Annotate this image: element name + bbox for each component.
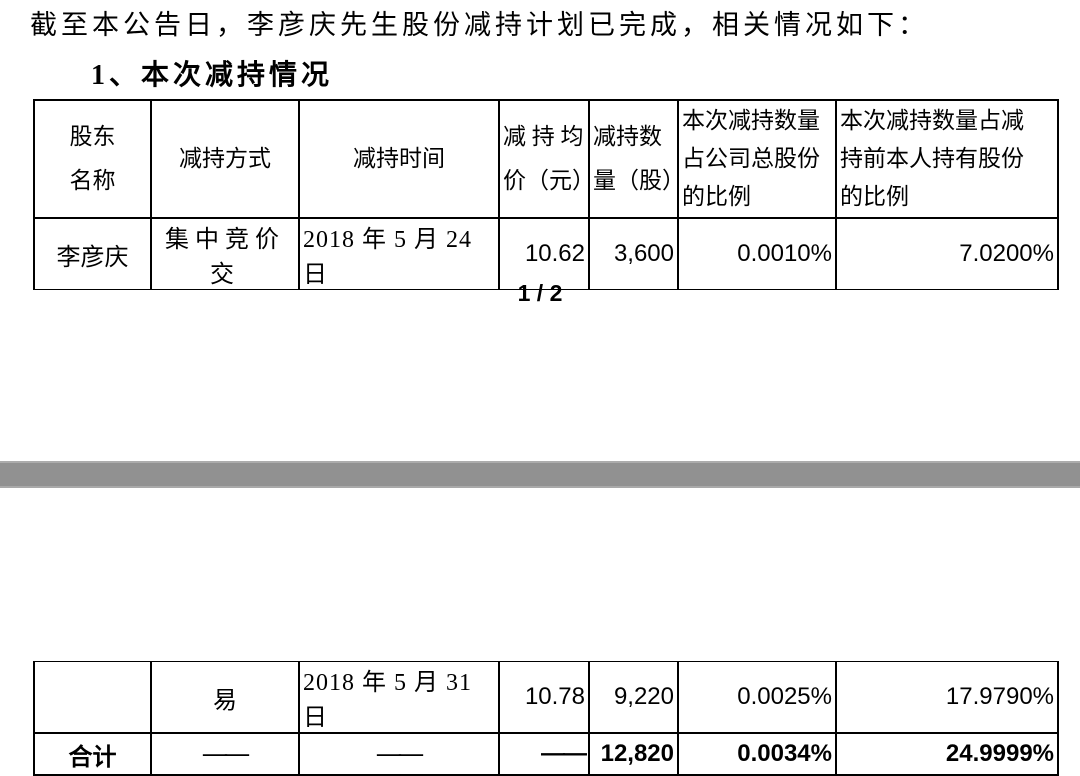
cell-pct-holding: 17.9790% (835, 661, 1059, 734)
header-line: 减 持 均 (503, 124, 584, 149)
header-cell-avg-price: 减 持 均 价（元） (498, 99, 590, 219)
header-line: 的比例 (682, 184, 751, 209)
header-line: 减持方式 (179, 146, 271, 171)
cell-quantity: 9,220 (588, 661, 679, 734)
cell-pct-total: 0.0025% (677, 661, 837, 734)
cell-pct-holding: 24.9999% (835, 732, 1059, 776)
cell-quantity: 12,820 (588, 732, 679, 776)
header-cell-quantity: 减持数 量（股） (588, 99, 679, 219)
cell-shareholder (33, 661, 152, 734)
cell-pct-total: 0.0034% (677, 732, 837, 776)
cell-date: 2018 年 5 月 31 日 (298, 661, 500, 734)
page-break-bar (0, 461, 1080, 488)
reduction-table-page1: 股东 名称 减持方式 减持时间 减 持 均 价（元） 减持数 量（股） 本次减持… (33, 99, 1059, 290)
cell-pct-holding: 7.0200% (835, 217, 1059, 290)
cell-method: 集中竞价交 (150, 217, 300, 290)
header-line: 占公司总股份 (682, 146, 820, 171)
reduction-table-page2: 易 2018 年 5 月 31 日 10.78 9,220 0.0025% 17… (33, 661, 1059, 776)
header-line: 价（元） (503, 168, 589, 193)
header-cell-method: 减持方式 (150, 99, 300, 219)
cell-avg-price: 10.78 (498, 661, 590, 734)
cell-method-dash: —— (150, 732, 300, 776)
cell-avg-price: 10.62 (498, 217, 590, 290)
header-line: 持前本人持有股份 (840, 146, 1024, 171)
cell-pct-total: 0.0010% (677, 217, 837, 290)
page-indicator: 1 / 2 (517, 280, 563, 306)
header-line: 股东 (69, 124, 116, 149)
table-row-page2: 易 2018 年 5 月 31 日 10.78 9,220 0.0025% 17… (33, 661, 1059, 734)
header-line: 本次减持数量占减 (840, 108, 1024, 133)
table-header-row: 股东 名称 减持方式 减持时间 减 持 均 价（元） 减持数 量（股） 本次减持… (33, 99, 1059, 219)
header-cell-shareholder: 股东 名称 (33, 99, 152, 219)
table-row-page1: 李彦庆 集中竞价交 2018 年 5 月 24 日 10.62 3,600 0.… (33, 217, 1059, 290)
cell-shareholder: 李彦庆 (33, 217, 152, 290)
table-row-total: 合计 —— —— —— 12,820 0.0034% 24.9999% (33, 732, 1059, 776)
cell-method: 易 (150, 661, 300, 734)
header-line: 本次减持数量 (682, 108, 820, 133)
intro-paragraph: 截至本公告日，李彦庆先生股份减持计划已完成，相关情况如下： (30, 10, 929, 40)
header-cell-date: 减持时间 (298, 99, 500, 219)
header-line: 减持时间 (353, 146, 445, 171)
section-heading: 1、本次减持情况 (91, 60, 334, 91)
cell-total-label: 合计 (33, 732, 152, 776)
cell-date-dash: —— (298, 732, 500, 776)
header-line: 的比例 (840, 184, 909, 209)
header-line: 减持数 (593, 124, 662, 149)
cell-date: 2018 年 5 月 24 日 (298, 217, 500, 290)
header-cell-pct-total: 本次减持数量 占公司总股份 的比例 (677, 99, 837, 219)
cell-price-dash: —— (498, 732, 590, 776)
header-line: 名称 (69, 168, 116, 193)
header-line: 量（股） (593, 168, 678, 193)
cell-quantity: 3,600 (588, 217, 679, 290)
header-cell-pct-holding: 本次减持数量占减 持前本人持有股份 的比例 (835, 99, 1059, 219)
